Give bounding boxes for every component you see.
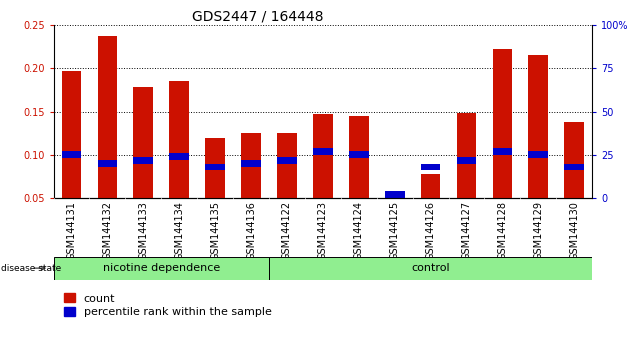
Bar (277, 156, 297, 164)
Bar (385, 191, 404, 198)
Bar (313, 148, 333, 155)
Bar (349, 152, 369, 158)
Text: GSM144126: GSM144126 (426, 201, 435, 260)
Bar (493, 49, 512, 198)
Text: GSM144128: GSM144128 (498, 201, 507, 260)
Bar (62, 71, 81, 198)
Text: GSM144125: GSM144125 (390, 201, 399, 260)
Bar (529, 152, 548, 158)
Bar (241, 160, 261, 167)
Text: GSM144129: GSM144129 (534, 201, 543, 260)
Bar (457, 156, 476, 164)
Bar (421, 174, 440, 198)
Text: GSM144136: GSM144136 (246, 201, 256, 260)
Text: GSM144123: GSM144123 (318, 201, 328, 260)
Bar (349, 116, 369, 198)
Legend: count, percentile rank within the sample: count, percentile rank within the sample (59, 289, 276, 322)
Text: GSM144124: GSM144124 (354, 201, 364, 260)
Bar (493, 148, 512, 155)
Bar (205, 138, 225, 198)
Bar (54, 257, 269, 280)
Title: GDS2447 / 164448: GDS2447 / 164448 (193, 10, 324, 24)
Text: nicotine dependence: nicotine dependence (103, 263, 220, 273)
Bar (313, 114, 333, 198)
Text: GSM144130: GSM144130 (570, 201, 579, 260)
Text: GSM144131: GSM144131 (67, 201, 76, 260)
Bar (169, 153, 189, 160)
Text: GSM144127: GSM144127 (462, 201, 471, 260)
Bar (241, 133, 261, 198)
Bar (134, 156, 153, 164)
Bar (277, 133, 297, 198)
Bar (564, 164, 584, 171)
Text: GSM144132: GSM144132 (103, 201, 112, 260)
Bar (269, 257, 592, 280)
Bar (457, 113, 476, 198)
Bar (169, 81, 189, 198)
Text: GSM144133: GSM144133 (139, 201, 148, 260)
Text: GSM144135: GSM144135 (210, 201, 220, 260)
Bar (98, 160, 117, 167)
Text: control: control (411, 263, 450, 273)
Bar (421, 164, 440, 171)
Text: GSM144134: GSM144134 (175, 201, 184, 260)
Bar (529, 55, 548, 198)
Bar (62, 152, 81, 158)
Bar (385, 192, 404, 198)
Bar (98, 36, 117, 198)
Text: GSM144122: GSM144122 (282, 201, 292, 260)
Bar (134, 87, 153, 198)
Bar (205, 164, 225, 171)
Text: disease state: disease state (1, 264, 61, 273)
Bar (564, 122, 584, 198)
